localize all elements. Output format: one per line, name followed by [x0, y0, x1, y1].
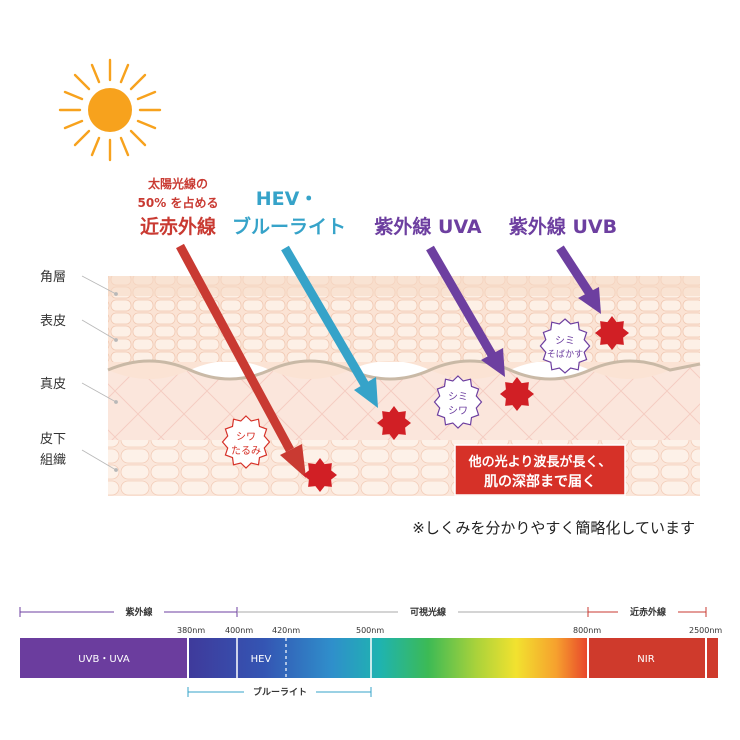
svg-text:たるみ: たるみ — [231, 445, 261, 457]
range-ir: 近赤外線 — [630, 606, 666, 618]
layer-label-subcutis-2: 組織 — [40, 453, 66, 468]
badge-nir: シワ たるみ — [221, 415, 271, 469]
badge-uva: シミ シワ — [433, 375, 483, 429]
svg-text:肌の深部まで届く: 肌の深部まで届く — [484, 473, 596, 490]
svg-text:他の光より波長が長く、: 他の光より波長が長く、 — [468, 454, 612, 470]
svg-text:そばかす: そばかす — [547, 349, 583, 360]
hev-line1: HEV・ — [256, 188, 319, 210]
burst-icon — [303, 458, 337, 492]
uvb-label: 紫外線 UVB — [509, 215, 617, 238]
svg-text:シミ: シミ — [448, 392, 468, 403]
svg-text:シワ: シワ — [448, 406, 468, 417]
callout-box: 他の光より波長が長く、 肌の深部まで届く — [454, 444, 626, 496]
hev-label: ブルーライト — [232, 215, 346, 238]
band-hev: HEV — [251, 654, 272, 665]
uva-arrow — [426, 245, 505, 377]
hev-arrow — [281, 245, 378, 408]
nir-arrow — [176, 243, 306, 478]
layer-label-subcutis-1: 皮下 — [40, 432, 66, 447]
badge-uvb: シミ そばかす — [539, 318, 591, 374]
burst-icon — [377, 406, 411, 440]
svg-text:シミ: シミ — [555, 336, 575, 347]
band-uv: UVB・UVA — [78, 654, 130, 665]
spectrum-bar: UVB・UVA HEV NIR — [20, 638, 718, 678]
layer-label-epidermis: 表皮 — [40, 314, 66, 329]
simplified-note: ※しくみを分かりやすく簡略化しています — [412, 519, 695, 537]
layer-label-dermis: 真皮 — [40, 377, 66, 392]
tick-2500: 2500nm — [689, 626, 722, 635]
layer-labels: 角層 表皮 真皮 皮下 組織 — [40, 270, 66, 468]
range-uv: 紫外線 — [125, 606, 152, 618]
bluelight-bracket: ブルーライト — [187, 684, 372, 698]
svg-text:シワ: シワ — [236, 432, 256, 443]
tick-800: 800nm — [573, 626, 601, 635]
bluelight-label: ブルーライト — [253, 686, 307, 698]
nir-line2: 50% を占める — [138, 195, 219, 210]
tick-380: 380nm — [177, 626, 205, 635]
nir-line1: 太陽光線の — [148, 176, 208, 191]
ray-labels: 太陽光線の 50% を占める 近赤外線 HEV・ ブルーライト 紫外線 UVA … — [138, 176, 618, 238]
range-visible: 可視光線 — [410, 606, 446, 618]
nir-label: 近赤外線 — [140, 215, 216, 238]
uva-label: 紫外線 UVA — [374, 215, 481, 238]
band-nir: NIR — [637, 654, 654, 665]
tick-400: 400nm — [225, 626, 253, 635]
uvb-arrow — [556, 245, 601, 314]
layer-leader-lines — [81, 275, 118, 472]
tick-420: 420nm — [272, 626, 300, 635]
sun-icon — [58, 58, 162, 162]
layer-label-stratum: 角層 — [40, 270, 66, 285]
tick-500: 500nm — [356, 626, 384, 635]
spectrum-ticks: 380nm 400nm 420nm 500nm 800nm 2500nm — [177, 626, 722, 635]
